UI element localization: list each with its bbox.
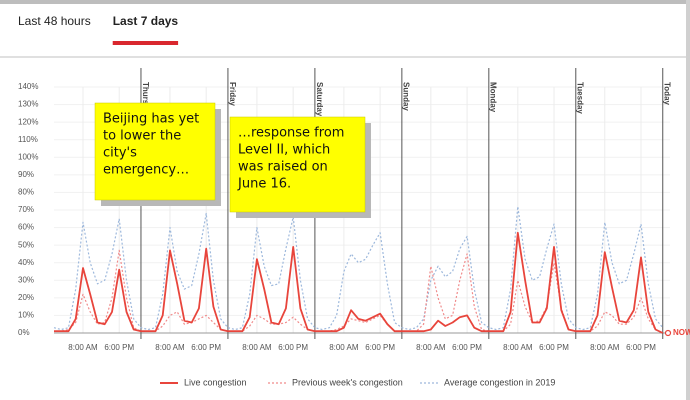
note-text: Level II, which: [238, 143, 330, 158]
now-label: NOW: [673, 328, 690, 337]
y-tick-label: 40%: [18, 258, 34, 267]
x-tick-label: 6:00 PM: [104, 343, 134, 352]
day-label: Tuesday: [576, 82, 585, 114]
x-tick-label: 6:00 PM: [452, 343, 482, 352]
x-tick-label: 6:00 PM: [191, 343, 221, 352]
x-tick-label: 8:00 AM: [416, 343, 446, 352]
y-tick-label: 70%: [18, 205, 34, 214]
y-tick-label: 20%: [18, 293, 34, 302]
note-text: was raised on: [238, 160, 328, 175]
y-tick-label: 140%: [18, 82, 38, 91]
note-text: Beijing has yet: [103, 112, 199, 127]
y-tick-label: 0%: [18, 328, 30, 337]
legend-label: Average congestion in 2019: [444, 377, 555, 387]
tab[interactable]: Last 48 hours: [18, 14, 91, 28]
x-tick-label: 6:00 PM: [278, 343, 308, 352]
series-line: [53, 205, 664, 331]
day-label: Thursday: [141, 82, 150, 119]
x-tick-label: 8:00 AM: [329, 343, 359, 352]
x-tick-label: 8:00 AM: [590, 343, 620, 352]
day-label: Monday: [489, 82, 498, 113]
x-tick-label: 8:00 AM: [242, 343, 272, 352]
x-tick-label: 6:00 PM: [626, 343, 656, 352]
note-text: emergency…: [103, 163, 189, 178]
legend-label: Previous week's congestion: [292, 377, 403, 387]
sticky-note: [229, 116, 366, 213]
tab[interactable]: Last 7 days: [113, 14, 179, 28]
y-tick-label: 110%: [18, 135, 38, 144]
y-tick-label: 50%: [18, 240, 34, 249]
y-tick-label: 60%: [18, 223, 34, 232]
tab-underline: [112, 41, 179, 45]
sticky-note: [94, 102, 216, 201]
separator: [0, 56, 690, 58]
note-text: June 16.: [237, 177, 291, 192]
now-marker: [664, 329, 672, 337]
x-tick-label: 8:00 AM: [68, 343, 98, 352]
y-tick-label: 90%: [18, 170, 34, 179]
note-text: …response from: [238, 126, 344, 141]
legend-label: Live congestion: [184, 377, 247, 387]
day-label: Friday: [228, 82, 237, 107]
day-label: Sunday: [402, 82, 411, 111]
y-tick-label: 120%: [18, 117, 38, 126]
right-border: [686, 0, 690, 400]
x-tick-label: 6:00 PM: [539, 343, 569, 352]
x-tick-label: 8:00 AM: [155, 343, 185, 352]
y-tick-label: 10%: [18, 311, 34, 320]
day-label: Today: [663, 82, 672, 106]
note-text: to lower the: [103, 129, 181, 144]
day-label: Saturday: [315, 82, 324, 117]
top-border: [0, 0, 690, 4]
y-tick-label: 80%: [18, 188, 34, 197]
note-text: city's: [103, 146, 137, 161]
y-tick-label: 100%: [18, 152, 38, 161]
x-tick-label: 8:00 AM: [503, 343, 533, 352]
series-line: [54, 231, 664, 334]
x-tick-label: 6:00 PM: [365, 343, 395, 352]
y-tick-label: 30%: [18, 275, 34, 284]
y-tick-label: 130%: [18, 100, 38, 109]
